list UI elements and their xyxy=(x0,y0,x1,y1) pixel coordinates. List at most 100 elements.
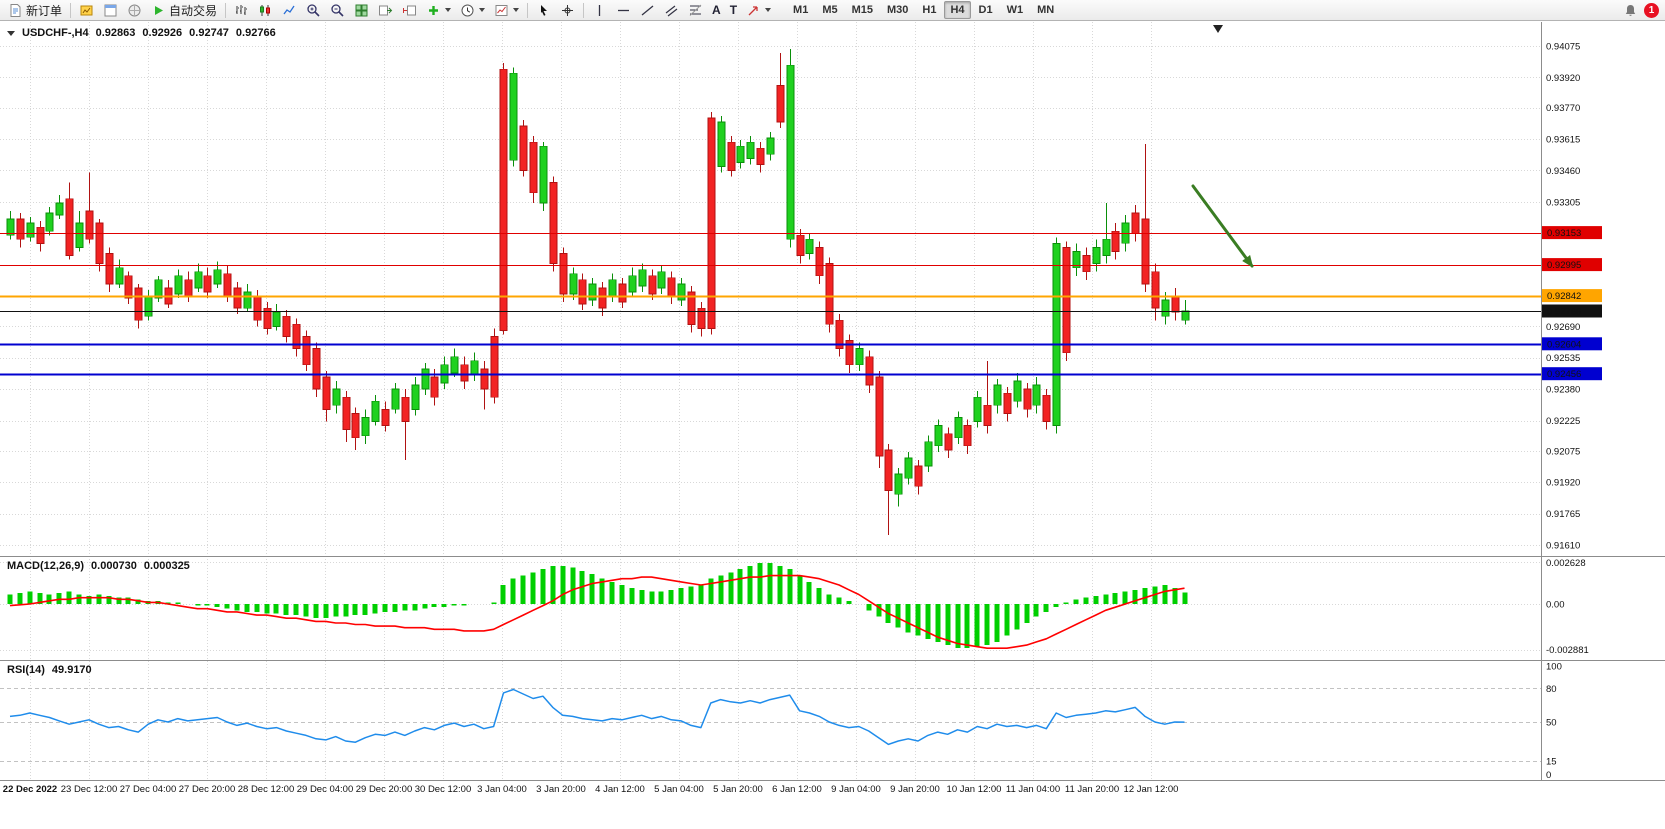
svg-text:0: 0 xyxy=(1546,770,1551,781)
timeframe-w1-button[interactable]: W1 xyxy=(1006,4,1024,16)
horizontal-line-objects[interactable] xyxy=(0,233,1541,376)
rsi-title: RSI(14) xyxy=(7,664,45,676)
svg-text:0.92766: 0.92766 xyxy=(1547,307,1581,318)
macd-main-value: 0.000730 xyxy=(91,560,137,572)
tile-windows-button[interactable] xyxy=(350,1,373,19)
svg-text:12 Jan 12:00: 12 Jan 12:00 xyxy=(1124,784,1179,795)
svg-text:100: 100 xyxy=(1546,662,1562,673)
vertical-line-icon xyxy=(598,4,601,16)
vertical-line-tool-button[interactable] xyxy=(588,1,611,19)
svg-text:0.92535: 0.92535 xyxy=(1546,353,1580,364)
notifications-icon[interactable] xyxy=(1623,3,1638,18)
channel-icon xyxy=(665,5,678,16)
zoom-out-button[interactable] xyxy=(326,1,349,19)
timeframe-m5-button[interactable]: M5 xyxy=(822,4,838,16)
cursor-icon xyxy=(541,4,548,16)
rsi-level-lines xyxy=(0,688,1541,762)
text-label-tool-icon: T xyxy=(729,3,738,17)
auto-scroll-icon xyxy=(379,5,393,15)
time-axis: 22 Dec 2022 23 Dec 12:00 27 Dec 04:00 27 De… xyxy=(3,784,1179,795)
trendline-tool-button[interactable] xyxy=(636,1,659,19)
market-watch-button[interactable] xyxy=(75,1,98,19)
trend-arrow-annotation[interactable] xyxy=(1191,184,1254,268)
horizontal-line-tool-button[interactable] xyxy=(612,1,635,19)
timeframe-m15-button[interactable]: M15 xyxy=(851,4,874,16)
svg-text:0.92842: 0.92842 xyxy=(1547,291,1581,302)
panel-separators[interactable] xyxy=(0,22,1665,781)
svg-text:80: 80 xyxy=(1546,684,1557,695)
svg-text:3 Jan 04:00: 3 Jan 04:00 xyxy=(477,784,527,795)
timeframe-h4-button[interactable]: H4 xyxy=(944,1,971,19)
timeframe-m1-button[interactable]: M1 xyxy=(793,4,809,16)
notification-badge[interactable]: 1 xyxy=(1644,2,1659,18)
chart-shift-marker[interactable] xyxy=(1213,25,1223,33)
svg-text:0.91610: 0.91610 xyxy=(1546,541,1580,552)
line-chart-button[interactable] xyxy=(278,1,301,19)
navigator-icon xyxy=(128,4,141,16)
svg-text:9 Jan 04:00: 9 Jan 04:00 xyxy=(831,784,881,795)
timeframe-mn-button[interactable]: MN xyxy=(1037,4,1055,16)
svg-text:28 Dec 12:00: 28 Dec 12:00 xyxy=(238,784,295,795)
navigator-button[interactable] xyxy=(123,1,146,19)
svg-text:4 Jan 12:00: 4 Jan 12:00 xyxy=(595,784,645,795)
fibonacci-tool-button[interactable] xyxy=(684,1,707,19)
crosshair-button[interactable] xyxy=(556,1,579,19)
crosshair-icon xyxy=(562,4,574,16)
macd-signal-line xyxy=(9,574,1185,650)
svg-text:29 Dec 04:00: 29 Dec 04:00 xyxy=(297,784,354,795)
price-badges: 0.93153 0.92995 0.92842 0.92766 0.92604 0.924… xyxy=(1542,226,1602,381)
indicators-button[interactable] xyxy=(422,1,455,19)
indicator-axis-labels: 0.002628 0.00 -0.002881 100 80 50 15 0 xyxy=(1546,558,1589,781)
collapse-ohlc-icon[interactable] xyxy=(7,30,15,36)
timeframe-d1-button[interactable]: D1 xyxy=(978,4,993,16)
svg-text:0.93460: 0.93460 xyxy=(1546,166,1580,177)
svg-text:0.002628: 0.002628 xyxy=(1546,558,1586,569)
market-watch-icon xyxy=(80,5,93,15)
text-tool-button[interactable]: A xyxy=(708,1,725,19)
toolbar-separator xyxy=(583,2,585,18)
zoom-in-button[interactable] xyxy=(302,1,325,19)
channel-tool-button[interactable] xyxy=(660,1,683,19)
arrows-tool-icon xyxy=(748,5,758,15)
price-axis: 0.94075 0.93920 0.93770 0.93615 0.93460 0.933… xyxy=(1546,42,1580,552)
chart-high-value: 0.92926 xyxy=(142,27,183,39)
rsi-header: RSI(14) 49.9170 xyxy=(7,664,92,676)
svg-text:0.91920: 0.91920 xyxy=(1546,478,1580,489)
data-window-button[interactable] xyxy=(99,1,122,19)
chart-shift-button[interactable] xyxy=(398,1,421,19)
toolbar: 新订单 自动交易 xyxy=(0,0,1665,21)
new-order-button[interactable]: 新订单 xyxy=(4,1,66,19)
chart-ohlc-readout: USDCHF-,H4 0.92863 0.92926 0.92747 0.927… xyxy=(7,27,276,39)
arrows-tool-button[interactable] xyxy=(742,1,775,19)
periods-button[interactable] xyxy=(456,1,489,19)
macd-header: MACD(12,26,9) 0.000730 0.000325 xyxy=(7,560,190,572)
cursor-button[interactable] xyxy=(532,1,555,19)
tile-windows-icon xyxy=(355,4,368,16)
timeframe-m30-button[interactable]: M30 xyxy=(887,4,909,16)
chart-canvas[interactable]: 0.94075 0.93920 0.93770 0.93615 0.93460 0.933… xyxy=(0,22,1665,800)
svg-text:50: 50 xyxy=(1546,718,1557,729)
svg-text:22 Dec 2022: 22 Dec 2022 xyxy=(3,784,57,795)
timeframe-group: M1 M5 M15 M30 H1 H4 D1 W1 MN xyxy=(786,1,1061,19)
chart-open-value: 0.92863 xyxy=(95,27,136,39)
bar-chart-icon xyxy=(236,4,248,15)
bar-chart-button[interactable] xyxy=(230,1,253,19)
svg-text:15: 15 xyxy=(1546,757,1557,768)
fibonacci-icon xyxy=(689,4,702,16)
templates-button[interactable] xyxy=(490,1,523,19)
timeframe-h1-button[interactable]: H1 xyxy=(922,4,937,16)
text-label-tool-button[interactable]: T xyxy=(726,1,741,19)
template-icon xyxy=(495,4,508,16)
horizontal-line-icon xyxy=(618,9,630,11)
rsi-line xyxy=(9,688,1185,746)
auto-trading-button[interactable]: 自动交易 xyxy=(147,1,221,19)
candlestick-chart-button[interactable] xyxy=(254,1,277,19)
data-window-icon xyxy=(104,4,117,16)
zoom-out-icon xyxy=(331,3,344,17)
svg-text:0.92225: 0.92225 xyxy=(1546,416,1580,427)
svg-text:5 Jan 04:00: 5 Jan 04:00 xyxy=(654,784,704,795)
svg-text:0.92075: 0.92075 xyxy=(1546,446,1580,457)
svg-text:0.93920: 0.93920 xyxy=(1546,73,1580,84)
auto-scroll-button[interactable] xyxy=(374,1,397,19)
